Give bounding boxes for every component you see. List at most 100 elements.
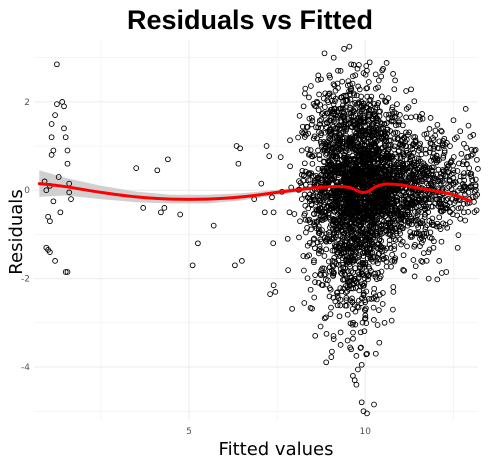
data-point (309, 305, 315, 312)
data-point (458, 204, 464, 211)
data-point (385, 216, 391, 223)
data-point (351, 301, 358, 308)
data-point (390, 71, 396, 77)
data-point (347, 263, 353, 270)
data-point (328, 195, 335, 202)
data-point (450, 117, 457, 124)
data-point (399, 210, 406, 217)
data-point (460, 158, 467, 165)
data-point (340, 122, 347, 128)
data-point (367, 169, 374, 176)
data-point (297, 218, 303, 225)
data-point (300, 173, 307, 179)
data-point (330, 231, 337, 238)
data-point (348, 87, 354, 94)
data-point (348, 192, 355, 199)
data-point (301, 267, 307, 274)
data-point (309, 160, 316, 167)
data-point (358, 300, 365, 306)
data-point (445, 169, 451, 175)
data-point (378, 136, 385, 142)
data-point (394, 175, 400, 182)
data-point (348, 220, 355, 226)
data-point (415, 158, 422, 165)
data-point (350, 73, 356, 80)
data-point (383, 186, 389, 192)
data-point (413, 203, 420, 210)
data-point (343, 164, 349, 171)
data-point (385, 219, 392, 226)
data-point (340, 172, 347, 179)
data-point (350, 285, 356, 292)
data-point (327, 311, 334, 317)
data-point (438, 170, 444, 177)
data-point (385, 207, 391, 214)
data-point (373, 193, 380, 200)
data-point (347, 249, 354, 256)
data-point (300, 253, 307, 259)
data-point (417, 116, 423, 123)
data-point (362, 71, 369, 78)
data-point (419, 111, 425, 117)
data-point (352, 106, 358, 112)
data-point (371, 317, 377, 323)
data-point (366, 125, 373, 131)
data-point (301, 160, 308, 167)
data-point (351, 235, 358, 241)
data-point (394, 101, 400, 107)
data-point (68, 196, 74, 202)
data-point (324, 179, 330, 186)
data-point (392, 237, 399, 243)
data-point (472, 176, 479, 183)
data-point (330, 336, 337, 342)
data-point (423, 230, 430, 237)
data-point (380, 144, 386, 151)
data-point (359, 259, 366, 266)
data-point (341, 241, 348, 248)
data-point (320, 110, 326, 116)
data-point (330, 145, 336, 151)
data-point (390, 118, 397, 125)
data-point (337, 342, 344, 348)
data-point (420, 160, 427, 167)
data-point (340, 144, 347, 151)
data-point (351, 122, 358, 129)
data-point (368, 198, 375, 205)
data-point (337, 302, 344, 309)
data-point (399, 225, 406, 231)
data-point (340, 166, 346, 172)
data-point (352, 139, 359, 146)
data-point (344, 259, 351, 266)
data-point (427, 140, 434, 147)
data-point (454, 168, 461, 174)
data-point (403, 88, 409, 94)
data-point (358, 104, 364, 110)
data-point (358, 344, 364, 351)
data-point (374, 233, 381, 239)
data-point (306, 252, 312, 259)
data-point (384, 126, 390, 133)
data-point (369, 241, 376, 248)
data-point (382, 98, 388, 104)
data-point (327, 286, 334, 293)
data-point (399, 166, 406, 173)
data-point (315, 223, 322, 230)
data-point (383, 263, 390, 270)
data-point (311, 257, 317, 264)
data-point (318, 125, 325, 131)
data-point (418, 209, 424, 215)
data-point (408, 153, 415, 159)
data-point (337, 285, 344, 291)
data-point (341, 212, 348, 219)
data-point (64, 160, 71, 167)
data-point (307, 286, 314, 293)
data-point (359, 177, 366, 184)
data-point (417, 243, 423, 249)
data-point (371, 285, 378, 292)
data-point (411, 273, 418, 280)
data-point (318, 116, 325, 123)
data-point (350, 335, 356, 342)
data-point (315, 147, 321, 154)
data-point (464, 154, 470, 160)
data-point (296, 112, 303, 119)
